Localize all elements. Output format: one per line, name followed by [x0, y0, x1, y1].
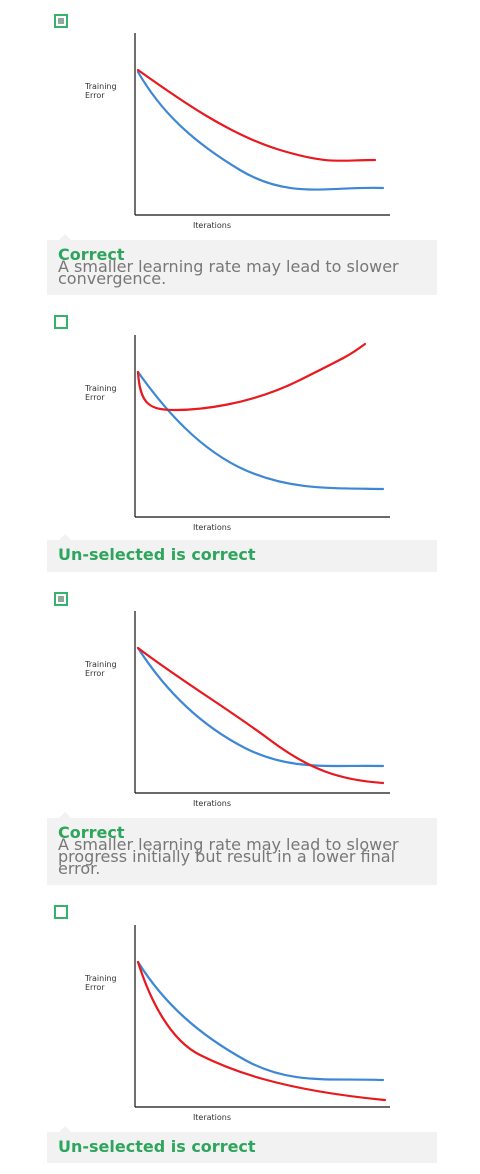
feedback-explanation: A smaller learning rate may lead to slow…: [58, 257, 399, 288]
red-curve: [136, 68, 377, 162]
y-axis-label: Training Error: [85, 660, 117, 678]
x-axis-label: Iterations: [192, 523, 232, 532]
checkbox[interactable]: [54, 315, 68, 329]
feedback: Un-selected is correct: [47, 1126, 437, 1163]
x-axis-label: Iterations: [192, 1113, 232, 1122]
y-axis-label: Training Error: [85, 384, 117, 402]
red-curve: [136, 646, 385, 785]
feedback: Un-selected is correct: [47, 534, 437, 572]
feedback-status: Correct: [58, 245, 125, 264]
checkbox[interactable]: [54, 592, 68, 606]
feedback-status: Un-selected is correct: [58, 1137, 256, 1156]
feedback-status: Un-selected is correct: [58, 545, 256, 564]
x-axis-label: Iterations: [192, 221, 232, 230]
checkbox[interactable]: [54, 14, 68, 28]
feedback: Correct A smaller learning rate may lead …: [47, 812, 437, 885]
feedback-status: Correct: [58, 823, 125, 842]
checkbox[interactable]: [54, 905, 68, 919]
feedback: Correct A smaller learning rate may lead …: [47, 234, 437, 295]
feedback-explanation: A smaller learning rate may lead to slow…: [58, 835, 399, 878]
blue-curve: [136, 960, 385, 1082]
y-axis-label: Training Error: [85, 82, 117, 100]
red-curve: [136, 342, 367, 412]
blue-curve: [136, 646, 385, 768]
red-curve: [136, 960, 387, 1102]
x-axis-label: Iterations: [192, 799, 232, 808]
y-axis-label: Training Error: [85, 974, 117, 992]
blue-curve: [136, 370, 385, 491]
blue-curve: [136, 70, 385, 191]
